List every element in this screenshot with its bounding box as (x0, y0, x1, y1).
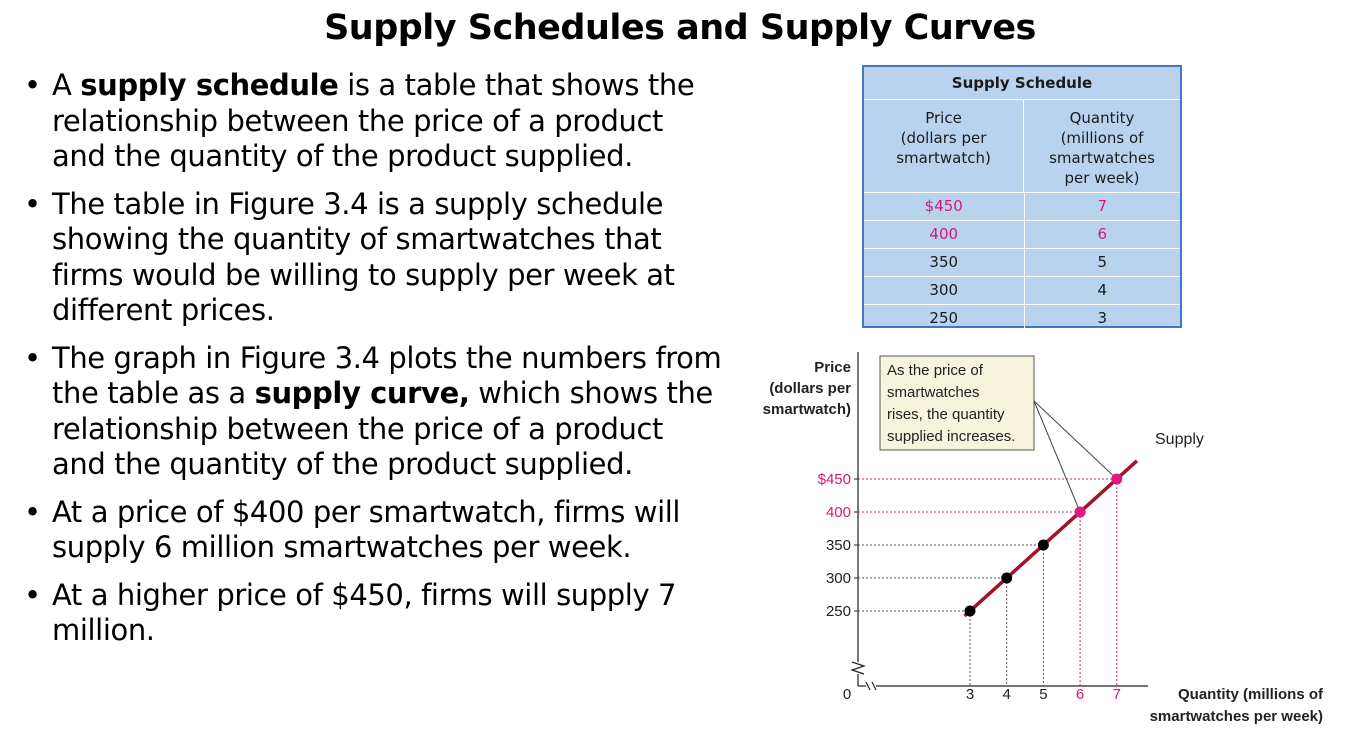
data-point (964, 605, 976, 617)
table-caption: Supply Schedule (864, 67, 1180, 100)
supply-curve-label: Supply (1155, 431, 1204, 448)
x-tick-label: 4 (1003, 686, 1011, 703)
y-tick-label: 250 (826, 603, 851, 620)
slide-title: Supply Schedules and Supply Curves (324, 8, 1036, 48)
annotation-leader-line (1033, 400, 1081, 513)
cell-price: $450 (864, 193, 1025, 220)
data-point-highlighted (1111, 473, 1123, 485)
table-header: Price (dollars per smartwatch) Quantity … (864, 100, 1180, 193)
term-supply-schedule: supply schedule (80, 68, 339, 102)
annotation-line-1: As the price of (887, 362, 984, 379)
x-axis-label-line-1: Quantity (millions of (1178, 686, 1324, 703)
bullet-graph-figure: The graph in Figure 3.4 plots the number… (22, 341, 722, 483)
bullet-supply-schedule-definition: A supply schedule is a table that shows … (22, 68, 722, 175)
y-axis-label-line-1: Price (814, 359, 851, 376)
data-points (964, 473, 1123, 617)
table-row: 350 5 (864, 249, 1180, 277)
cell-quantity: 5 (1097, 253, 1108, 271)
annotation-line-2: smartwatches (887, 384, 980, 401)
y-tick-label: 400 (826, 504, 851, 521)
x-tick-label: 3 (966, 686, 974, 703)
table-row: 400 6 (864, 221, 1180, 249)
supply-schedule-table: Supply Schedule Price (dollars per smart… (862, 65, 1182, 332)
column-header-quantity: Quantity (millions of smartwatches per w… (1049, 109, 1155, 187)
bullet-price-450: At a higher price of $450, firms will su… (22, 578, 722, 649)
x-axis-break (865, 681, 877, 691)
annotation-box (879, 355, 1035, 451)
y-tick-label: 300 (826, 570, 851, 587)
table-row: 300 4 (864, 277, 1180, 305)
table-row: 250 3 (864, 305, 1180, 332)
y-tick-label: 350 (826, 537, 851, 554)
gridlines (854, 478, 1118, 686)
data-point-highlighted (1074, 506, 1086, 518)
origin-label: 0 (843, 686, 851, 703)
x-axis-label-line-2: smartwatches per week) (1150, 708, 1323, 725)
annotation-line-3: rises, the quantity (887, 406, 1005, 423)
y-axis-label-line-2: (dollars per (769, 380, 851, 397)
y-tick-labels: 250 300 350 400 $450 (818, 471, 851, 620)
bullet-table-figure: The table in Figure 3.4 is a supply sche… (22, 187, 722, 329)
cell-price: 400 (864, 221, 1025, 248)
x-tick-label: 5 (1039, 686, 1047, 703)
table-row: $450 7 (864, 193, 1180, 221)
cell-quantity: 7 (1097, 197, 1108, 215)
bullet-price-400: At a price of $400 per smartwatch, firms… (22, 495, 722, 566)
cell-quantity: 3 (1097, 309, 1108, 327)
annotation-leader-line (1033, 400, 1118, 480)
column-header-price: Price (dollars per smartwatch) (864, 100, 1024, 192)
term-supply-curve: supply curve, (254, 376, 470, 410)
x-tick-label: 6 (1076, 686, 1084, 703)
x-tick-labels: 3 4 5 6 7 (966, 686, 1121, 703)
annotation-leader-lines (1033, 400, 1118, 513)
bullet-list: A supply schedule is a table that shows … (22, 68, 722, 661)
annotation-line-4: supplied increases. (887, 428, 1015, 445)
supply-curve-line (963, 459, 1139, 618)
x-tick-label: 7 (1113, 686, 1121, 703)
cell-price: 250 (864, 305, 1025, 332)
y-axis-break (850, 661, 866, 675)
y-tick-label: $450 (818, 471, 851, 488)
cell-price: 300 (864, 277, 1025, 304)
cell-quantity: 4 (1097, 281, 1108, 299)
data-point (1037, 539, 1049, 551)
y-axis-label-line-3: smartwatch) (763, 401, 851, 418)
cell-quantity: 6 (1097, 225, 1108, 243)
cell-price: 350 (864, 249, 1025, 276)
data-point (1001, 572, 1013, 584)
